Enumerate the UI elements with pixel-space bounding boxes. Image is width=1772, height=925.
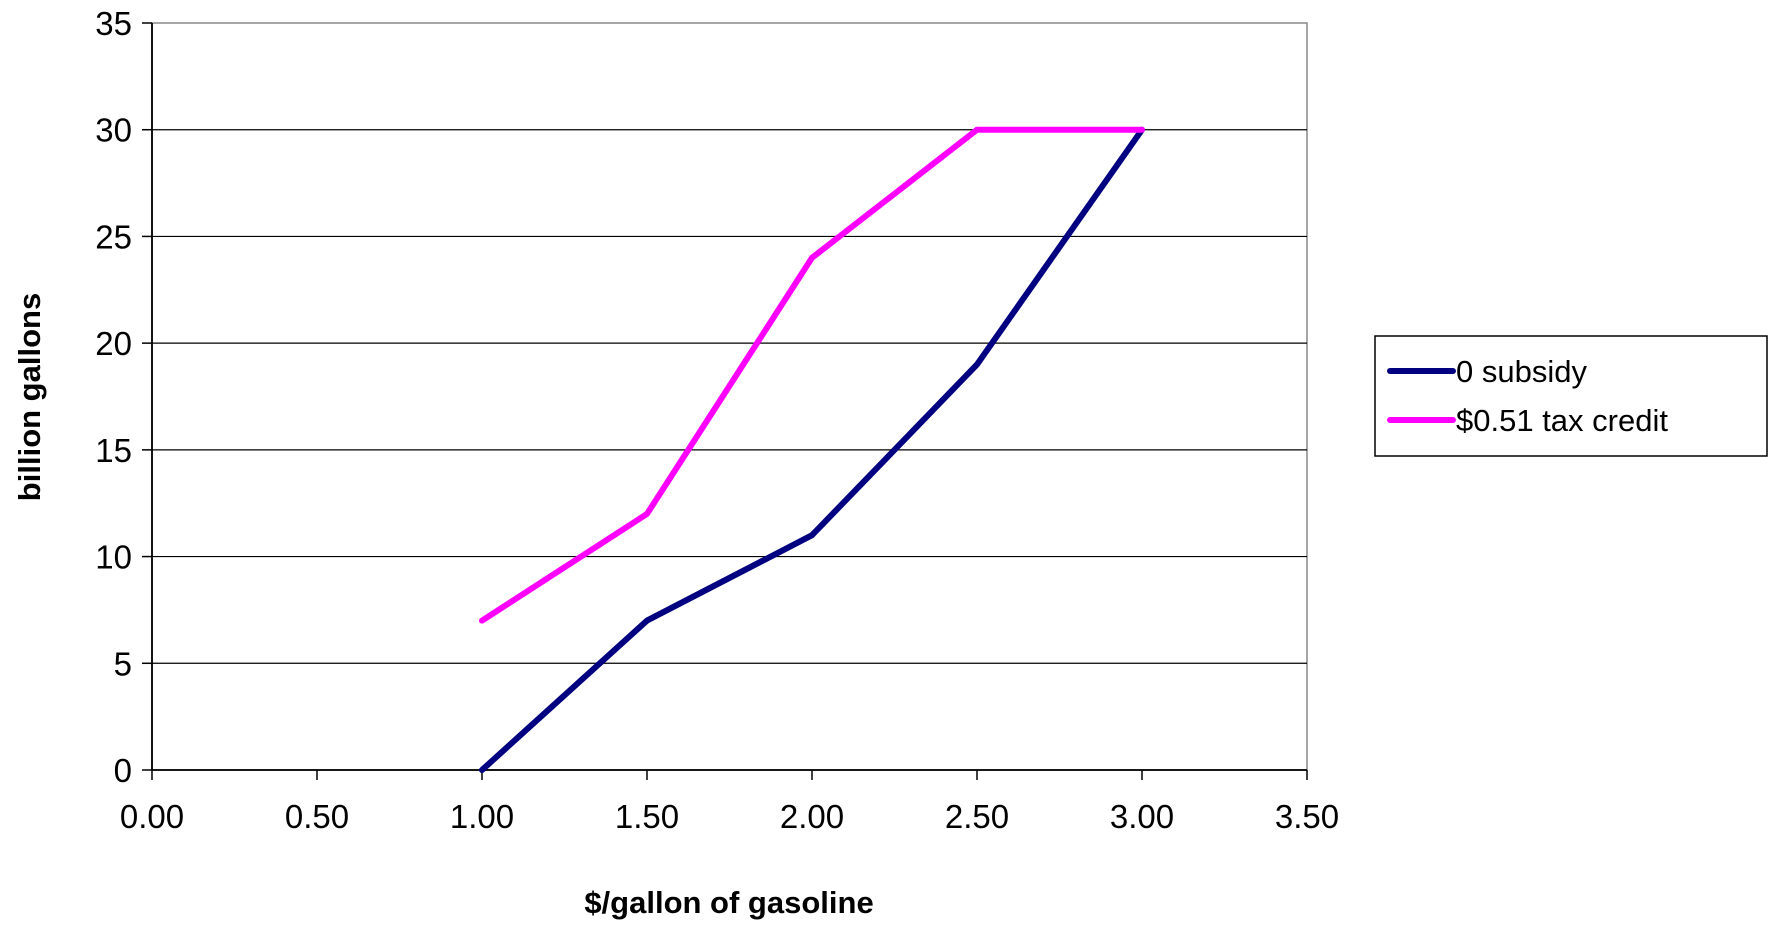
plot-area-border [152,23,1307,770]
y-tick-label: 0 [114,752,132,789]
x-tick-label: 3.00 [1110,798,1174,835]
x-tick-label: 0.00 [120,798,184,835]
x-tick-label: 1.50 [615,798,679,835]
y-tick-label: 15 [95,432,132,469]
y-tick-label: 5 [114,645,132,682]
y-tick-label: 30 [95,112,132,149]
y-tick-label: 35 [95,5,132,42]
x-tick-label: 0.50 [285,798,349,835]
x-axis-ticks: 0.00 0.50 1.00 1.50 2.00 2.50 3.00 3.50 [120,770,1339,835]
legend-label-0-subsidy: 0 subsidy [1456,354,1587,389]
x-tick-label: 3.50 [1275,798,1339,835]
y-tick-label: 10 [95,539,132,576]
x-tick-label: 2.00 [780,798,844,835]
x-axis-title: $/gallon of gasoline [584,885,873,920]
x-tick-label: 2.50 [945,798,1009,835]
x-tick-label: 1.00 [450,798,514,835]
y-tick-label: 20 [95,325,132,362]
plot-area: 0.00 0.50 1.00 1.50 2.00 2.50 3.00 3.50 0 5 10 15 2… [95,5,1339,835]
y-axis-title: billion gallons [12,293,47,501]
y-axis-ticks: 0 5 10 15 20 25 30 35 [95,5,152,789]
legend: 0 subsidy $0.51 tax credit [1375,336,1767,456]
y-tick-label: 25 [95,218,132,255]
legend-label-tax-credit: $0.51 tax credit [1456,403,1668,438]
